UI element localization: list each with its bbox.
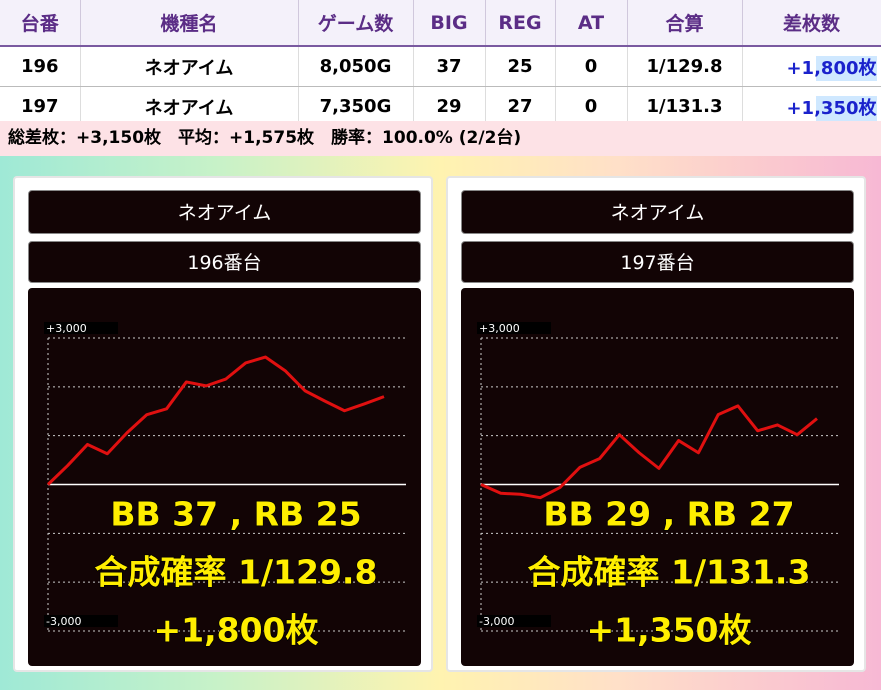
overlay-text: 合成確率 1/131.3 [528, 553, 811, 592]
column-header: 台番 [0, 0, 81, 47]
table-cell: 25 [485, 46, 556, 87]
table-cell: 29 [413, 86, 486, 127]
table-cell: 7,350G [298, 86, 414, 127]
overlay-text: +1,800枚 [153, 611, 318, 650]
column-header: BIG [413, 0, 486, 47]
overlay-text: 合成確率 1/129.8 [95, 553, 378, 592]
table-cell: 8,050G [298, 46, 414, 87]
table-cell: 0 [555, 86, 628, 127]
column-header: AT [555, 0, 628, 47]
table-cell: ネオアイム [80, 86, 299, 127]
chart-panel: ネオアイム 196番台 +3,000 -3,000 BB 37 , RB 25 合成確率 … [13, 176, 433, 672]
y-tick-label: +3,000 [479, 322, 520, 335]
table-cell: 196 [0, 46, 81, 87]
table-cell: 0 [555, 46, 628, 87]
column-header: REG [485, 0, 556, 47]
table-cell: 197 [0, 86, 81, 127]
machine-table: 台番 機種名 ゲーム数 BIG REG AT 合算 差枚数 196 ネオアイム 8,050G 37 2… [0, 0, 881, 127]
line-chart: +3,000 -3,000 BB 29 , RB 27 合成確率 1/131.3 +1,… [477, 322, 839, 650]
overlay-text: BB 29 , RB 27 [543, 495, 794, 534]
data-line [46, 355, 385, 486]
cell-text: +1,350枚 [786, 95, 877, 121]
panel-subtitle: 197番台 [461, 241, 854, 283]
table-cell: +1,800枚 [742, 46, 881, 87]
overlay-text: BB 37 , RB 25 [110, 495, 361, 534]
cell-text: +1,800枚 [786, 55, 877, 81]
tick-label-bg [44, 615, 118, 627]
panel-subtitle: 196番台 [28, 241, 421, 283]
column-header: 差枚数 [742, 0, 881, 47]
table-cell: 37 [413, 46, 486, 87]
chart-box: +3,000 -3,000 BB 37 , RB 25 合成確率 1/129.8 +1,… [28, 288, 421, 666]
y-tick-label: +3,000 [46, 322, 87, 335]
table-cell: 27 [485, 86, 556, 127]
tick-label-bg [44, 322, 118, 334]
table-cell: 1/131.3 [627, 86, 743, 127]
line-chart: +3,000 -3,000 BB 37 , RB 25 合成確率 1/129.8 +1,… [44, 322, 406, 650]
column-header: 合算 [627, 0, 743, 47]
tick-label-bg [477, 615, 551, 627]
panel-title: ネオアイム [461, 190, 854, 234]
panel-title: ネオアイム [28, 190, 421, 234]
table-cell: ネオアイム [80, 46, 299, 87]
y-tick-label: -3,000 [46, 615, 81, 628]
data-line [480, 404, 818, 500]
summary: 総差枚：+3,150枚 平均：+1,575枚 勝率：100.0% (2/2台) [0, 121, 881, 156]
table-row: 196 ネオアイム 8,050G 37 25 0 1/129.8 +1,800枚 [0, 46, 881, 87]
table-cell: 1/129.8 [627, 46, 743, 87]
column-header: 機種名 [80, 0, 299, 47]
overlay-text: +1,350枚 [586, 611, 751, 650]
table-row: 197 ネオアイム 7,350G 29 27 0 1/131.3 +1,350枚 [0, 86, 881, 127]
table-cell: +1,350枚 [742, 86, 881, 127]
y-tick-label: -3,000 [479, 615, 514, 628]
chart-box: +3,000 -3,000 BB 29 , RB 27 合成確率 1/131.3 +1,… [461, 288, 854, 666]
chart-panel: ネオアイム 197番台 +3,000 -3,000 BB 29 , RB 27 合成確率 … [446, 176, 866, 672]
tick-label-bg [477, 322, 551, 334]
column-header: ゲーム数 [298, 0, 414, 47]
